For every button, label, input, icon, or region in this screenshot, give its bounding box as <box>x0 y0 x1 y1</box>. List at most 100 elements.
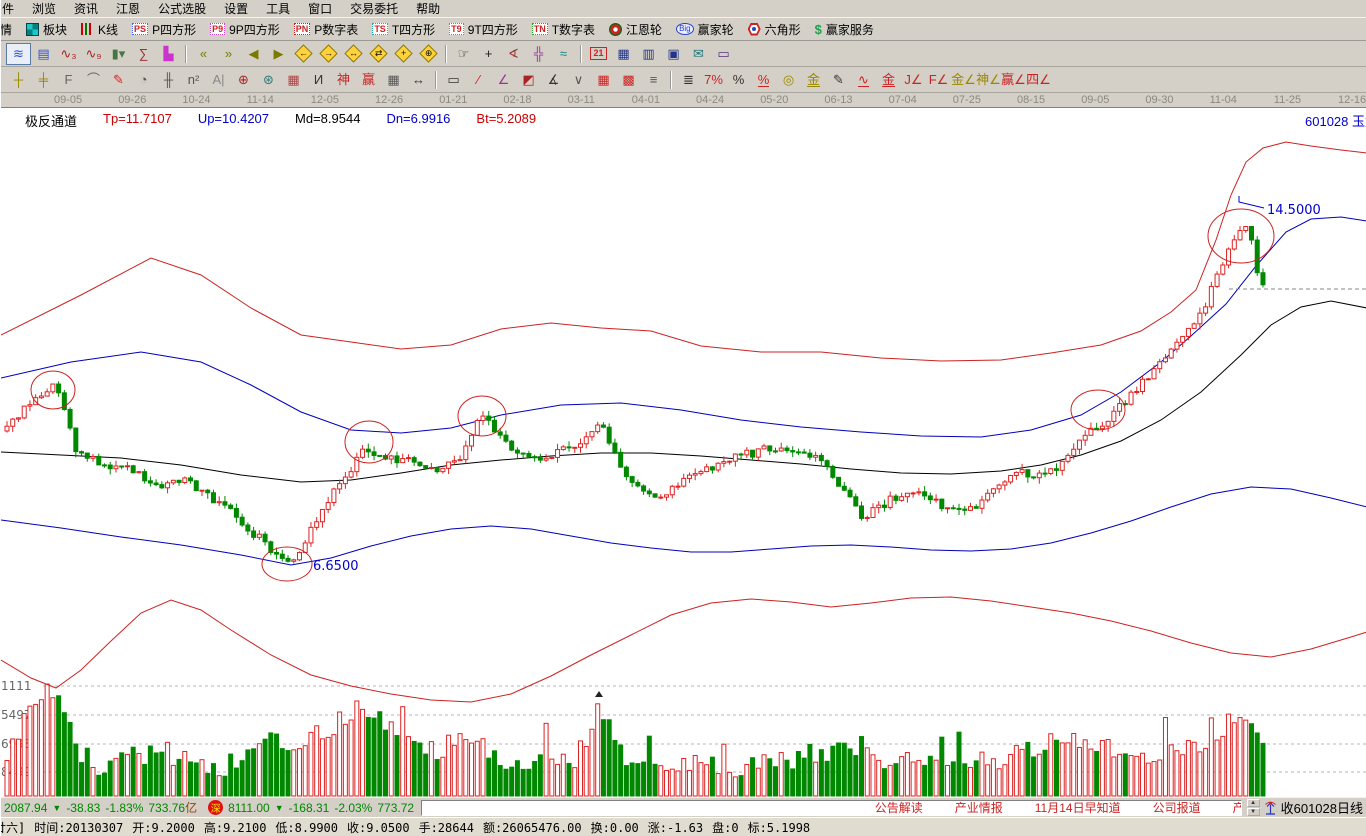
red-grid-2-icon[interactable]: ▩ <box>622 72 635 87</box>
ying-tool-icon[interactable]: 赢 <box>361 72 375 87</box>
wave-v-icon[interactable]: ∨ <box>573 72 584 87</box>
last-page-icon[interactable]: » <box>224 46 233 61</box>
feature-button-winner-service[interactable]: $ 赢家服务 <box>808 19 881 40</box>
zoom-all-icon[interactable]: ⊕ <box>416 43 441 65</box>
gold-mark-icon[interactable]: 金 <box>881 71 895 87</box>
chart-view-icon[interactable]: ≋ <box>6 42 31 65</box>
menu-item-3[interactable]: 江恩 <box>116 2 141 16</box>
gann-box-icon[interactable]: ╬ <box>533 46 544 61</box>
menu-item-8[interactable]: 交易委托 <box>350 2 399 16</box>
grid-123-icon[interactable]: ▦ <box>387 72 400 87</box>
menu-item-0[interactable]: 件 <box>2 2 15 16</box>
menu-item-9[interactable]: 帮助 <box>416 2 441 16</box>
arc-tool-icon[interactable]: ⌒ <box>86 72 100 87</box>
menu-item-2[interactable]: 资讯 <box>74 2 99 16</box>
feature-button-sectors[interactable]: 板块 <box>19 19 74 40</box>
feature-button-hexagon[interactable]: 六角形 <box>741 19 808 40</box>
compress-h-icon[interactable]: ⇄ <box>366 43 391 65</box>
n2-tool-icon[interactable]: n² <box>187 72 200 87</box>
formula-icon[interactable]: ∑ <box>138 46 149 61</box>
notepad-icon[interactable]: ▥ <box>642 46 655 61</box>
spider-web-icon[interactable]: ⊛ <box>263 72 274 87</box>
gold-line-icon[interactable]: 金 <box>806 71 820 87</box>
menu-item-4[interactable]: 公式选股 <box>158 2 207 16</box>
calendar-icon[interactable]: 21 <box>586 43 611 65</box>
fan-tool-icon[interactable]: ∠ <box>497 72 510 87</box>
wave-band-icon[interactable]: ∿ <box>858 71 869 87</box>
feature-button-t-square[interactable]: TS T四方形 <box>365 19 442 40</box>
chart-box-icon[interactable]: ▭ <box>447 72 460 87</box>
first-page-icon[interactable]: « <box>199 46 208 61</box>
shift-right-icon[interactable]: → <box>316 43 341 65</box>
mirror-tool-icon[interactable]: A| <box>212 72 225 87</box>
news-link-4[interactable]: 产业 <box>1233 801 1241 815</box>
feature-button-quote[interactable]: 情 <box>1 19 19 40</box>
feature-button-winner-wheel[interactable]: Big 赢家轮 <box>669 19 741 40</box>
pen-tool-icon[interactable]: ✎ <box>833 72 844 87</box>
ray-fan-icon[interactable]: ∕ <box>477 72 480 87</box>
next-bar-icon[interactable]: ▶ <box>273 46 284 61</box>
gold-scale-icon[interactable]: ┼ <box>13 72 24 87</box>
angle-four-icon[interactable]: 四∠ <box>1026 72 1051 87</box>
info-panel-icon[interactable]: ▤ <box>37 46 50 61</box>
feature-button-9t-square[interactable]: T9 9T四方形 <box>442 19 525 40</box>
zigzag-icon[interactable]: И <box>313 72 324 87</box>
news-ticker-field[interactable]: 公告解读 产业情报 11月14日早知道 公司报道 产业 <box>421 799 1242 816</box>
wave-9-icon[interactable]: ∿₉ <box>85 46 102 61</box>
target-tool-icon[interactable]: ⊕ <box>238 72 249 87</box>
prev-bar-icon[interactable]: ◀ <box>248 46 259 61</box>
gold-grid-icon[interactable]: ╪ <box>38 72 49 87</box>
feature-button-gann-wheel[interactable]: 江恩轮 <box>602 19 669 40</box>
grid-fan-icon[interactable]: ◩ <box>522 72 535 87</box>
menu-item-7[interactable]: 窗口 <box>308 2 333 16</box>
calculator-icon[interactable]: ▦ <box>617 46 630 61</box>
menu-item-1[interactable]: 浏览 <box>32 2 57 16</box>
percent-7-icon[interactable]: 7% <box>704 72 723 87</box>
expand-h-icon[interactable]: ↔ <box>341 43 366 65</box>
angle-j-icon[interactable]: J∠ <box>904 72 923 87</box>
news-link-3[interactable]: 公司报道 <box>1152 801 1201 815</box>
angle-f-icon[interactable]: F∠ <box>928 72 949 87</box>
spray-tool-icon[interactable]: ✎ <box>113 72 124 87</box>
percent-icon[interactable]: % <box>732 72 745 87</box>
angle-shen-icon[interactable]: 神∠ <box>976 72 1001 87</box>
save-icon[interactable]: ▣ <box>667 46 680 61</box>
shen-tool-icon[interactable]: 神 <box>336 72 350 87</box>
red-grid-icon[interactable]: ▦ <box>597 72 610 87</box>
feature-button-p-digit-table[interactable]: PN P数字表 <box>287 19 366 40</box>
crosshair-icon[interactable]: + <box>484 46 493 61</box>
gauge-tool-icon[interactable]: ◔ <box>139 72 148 87</box>
menu-item-6[interactable]: 工具 <box>266 2 291 16</box>
news-link-2[interactable]: 11月14日早知道 <box>1034 801 1121 815</box>
f-line-icon[interactable]: F <box>64 72 73 87</box>
feature-button-p-square[interactable]: PS P四方形 <box>125 19 203 40</box>
spinner-down-button[interactable]: ▼ <box>1246 808 1260 816</box>
percent-line-icon[interactable]: % <box>757 71 770 87</box>
feature-button-t-digit-table[interactable]: TN T数字表 <box>525 19 602 40</box>
span-measure-icon[interactable]: ↔ <box>412 72 425 87</box>
email-icon[interactable]: ✉ <box>693 46 704 61</box>
news-link-0[interactable]: 公告解读 <box>874 801 923 815</box>
menu-item-5[interactable]: 设置 <box>224 2 249 16</box>
gold-circle-icon[interactable]: ◎ <box>782 72 795 87</box>
zoom-in-icon[interactable]: + <box>391 43 416 65</box>
shift-left-icon[interactable]: ← <box>291 43 316 65</box>
angle-ying-icon[interactable]: 赢∠ <box>1001 72 1026 87</box>
candle-style-icon[interactable]: ▮▾ <box>111 46 126 61</box>
wave-3-icon[interactable]: ∿₃ <box>60 46 77 61</box>
angle-lines-icon[interactable]: ∡ <box>547 72 560 87</box>
web-grid-icon[interactable]: ▦ <box>287 72 300 87</box>
print-icon[interactable]: ▭ <box>717 46 730 61</box>
spinner-up-button[interactable]: ▲ <box>1246 799 1260 807</box>
news-link-1[interactable]: 产业情报 <box>954 801 1003 815</box>
feature-button-kline[interactable]: K线 <box>74 19 125 40</box>
color-volume-icon[interactable]: ▙ <box>163 46 174 61</box>
three-lines-icon[interactable]: ≡ <box>649 72 658 87</box>
ruler-tool-icon[interactable]: ╫ <box>163 72 174 87</box>
angle-gold-icon[interactable]: 金∠ <box>951 72 976 87</box>
angle-measure-icon[interactable]: ∢ <box>508 46 519 61</box>
feature-button-9p-square[interactable]: P9 9P四方形 <box>203 19 287 40</box>
hand-tool-icon[interactable]: ☞ <box>457 46 470 61</box>
